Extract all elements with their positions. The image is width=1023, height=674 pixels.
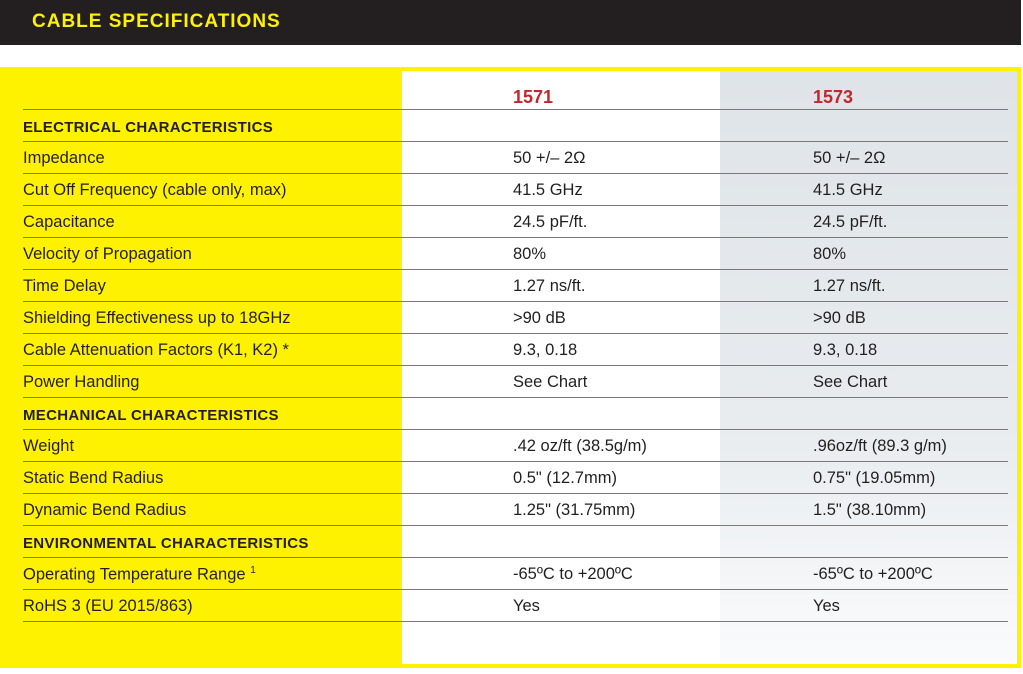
section-header: ELECTRICAL CHARACTERISTICS — [23, 109, 1008, 142]
row-label: Static Bend Radius — [23, 469, 163, 488]
value-1571: 9.3, 0.18 — [513, 341, 578, 359]
row-label: Cut Off Frequency (cable only, max) — [23, 181, 287, 200]
table-row: Cut Off Frequency (cable only, max) 41.5 … — [23, 174, 1008, 206]
value-1571: .42 oz/ft (38.5g/m) — [513, 437, 647, 455]
value-1573: 41.5 GHz — [813, 181, 883, 199]
column-header-1571: 1571 — [513, 87, 554, 107]
row-label-text: Power Handling — [23, 373, 140, 391]
header-bar: CABLE SPECIFICATIONS — [0, 0, 1021, 45]
value-1571: 41.5 GHz — [513, 181, 583, 199]
value-1573: -65ºC to +200ºC — [813, 565, 933, 583]
row-label-text: ELECTRICAL CHARACTERISTICS — [23, 119, 274, 136]
value-1571: 50 +/– 2Ω — [513, 149, 586, 167]
value-1573: 80% — [813, 245, 847, 263]
value-1573: 50 +/– 2Ω — [813, 149, 886, 167]
value-1571: 1.27 ns/ft. — [513, 277, 586, 295]
value-1571: Yes — [513, 597, 540, 615]
value-1571: >90 dB — [513, 309, 566, 327]
row-label-text: Cable Attenuation Factors (K1, K2) * — [23, 341, 289, 359]
value-1571: See Chart — [513, 373, 588, 391]
row-label-text: Static Bend Radius — [23, 469, 164, 487]
section-header: MECHANICAL CHARACTERISTICS — [23, 398, 1008, 430]
row-label-text: Shielding Effectiveness up to 18GHz — [23, 309, 291, 327]
value-1571: 24.5 pF/ft. — [513, 213, 588, 231]
table-row: Velocity of Propagation 80% 80% — [23, 238, 1008, 270]
table-row: Weight .42 oz/ft (38.5g/m) .96oz/ft (89.3 … — [23, 430, 1008, 462]
row-label-text: Dynamic Bend Radius — [23, 501, 187, 519]
value-1573: .96oz/ft (89.3 g/m) — [813, 437, 947, 455]
value-1571: 80% — [513, 245, 547, 263]
row-label: Weight — [23, 437, 74, 456]
column-1573-bg — [720, 71, 1017, 664]
row-label-text: Velocity of Propagation — [23, 245, 192, 263]
table-row: Static Bend Radius 0.5" (12.7mm) 0.75" (19… — [23, 462, 1008, 494]
row-label: Velocity of Propagation — [23, 245, 192, 264]
row-label-text: Weight — [23, 437, 75, 455]
value-1573: 1.5" (38.10mm) — [813, 501, 927, 519]
spec-table: 1571 1573 ELECTRICAL CHARACTERISTICS Impe… — [0, 67, 1021, 668]
value-1571: -65ºC to +200ºC — [513, 565, 633, 583]
column-header-1573: 1573 — [813, 87, 854, 107]
table-row: Capacitance 24.5 pF/ft. 24.5 pF/ft. — [23, 206, 1008, 238]
table-row: Operating Temperature Range 1 -65ºC to +2… — [23, 558, 1008, 590]
table-row: Time Delay 1.27 ns/ft. 1.27 ns/ft. — [23, 270, 1008, 302]
row-label: MECHANICAL CHARACTERISTICS — [23, 407, 279, 424]
footnote-marker: 1 — [250, 565, 256, 576]
table-row: Cable Attenuation Factors (K1, K2) * 9.3,… — [23, 334, 1008, 366]
row-label-text: MECHANICAL CHARACTERISTICS — [23, 407, 279, 424]
row-label-text: RoHS 3 (EU 2015/863) — [23, 597, 193, 615]
table-row: Shielding Effectiveness up to 18GHz >90 d… — [23, 302, 1008, 334]
value-1573: 24.5 pF/ft. — [813, 213, 888, 231]
table-row: Dynamic Bend Radius 1.25" (31.75mm) 1.5" (… — [23, 494, 1008, 526]
value-1573: >90 dB — [813, 309, 866, 327]
row-label: Power Handling — [23, 373, 139, 392]
page-title: CABLE SPECIFICATIONS — [32, 11, 281, 32]
value-1573: See Chart — [813, 373, 888, 391]
row-label: Operating Temperature Range 1 — [23, 565, 256, 585]
row-label-text: Operating Temperature Range — [23, 565, 246, 584]
row-label: ENVIRONMENTAL CHARACTERISTICS — [23, 535, 309, 552]
column-1571-bg — [402, 71, 720, 664]
value-1571: 0.5" (12.7mm) — [513, 469, 617, 487]
value-1573: 1.27 ns/ft. — [813, 277, 886, 295]
table-row: Impedance 50 +/– 2Ω 50 +/– 2Ω — [23, 142, 1008, 174]
row-label-text: Cut Off Frequency (cable only, max) — [23, 181, 287, 199]
value-1573: 0.75" (19.05mm) — [813, 469, 936, 487]
row-label: Time Delay — [23, 277, 106, 296]
row-label: RoHS 3 (EU 2015/863) — [23, 597, 193, 616]
row-label: Capacitance — [23, 213, 115, 232]
value-1573: Yes — [813, 597, 840, 615]
table-row: Power Handling See Chart See Chart — [23, 366, 1008, 398]
row-label: Cable Attenuation Factors (K1, K2) * — [23, 341, 289, 360]
value-1571: 1.25" (31.75mm) — [513, 501, 636, 519]
row-label-text: Impedance — [23, 149, 105, 167]
row-label-text: ENVIRONMENTAL CHARACTERISTICS — [23, 535, 309, 552]
row-label: Dynamic Bend Radius — [23, 501, 186, 520]
row-label: ELECTRICAL CHARACTERISTICS — [23, 119, 273, 136]
row-label: Impedance — [23, 149, 105, 168]
row-label-text: Capacitance — [23, 213, 115, 231]
value-1573: 9.3, 0.18 — [813, 341, 878, 359]
table-row: RoHS 3 (EU 2015/863) Yes Yes — [23, 590, 1008, 622]
section-header: ENVIRONMENTAL CHARACTERISTICS — [23, 526, 1008, 558]
row-label-text: Time Delay — [23, 277, 106, 295]
row-label: Shielding Effectiveness up to 18GHz — [23, 309, 291, 328]
